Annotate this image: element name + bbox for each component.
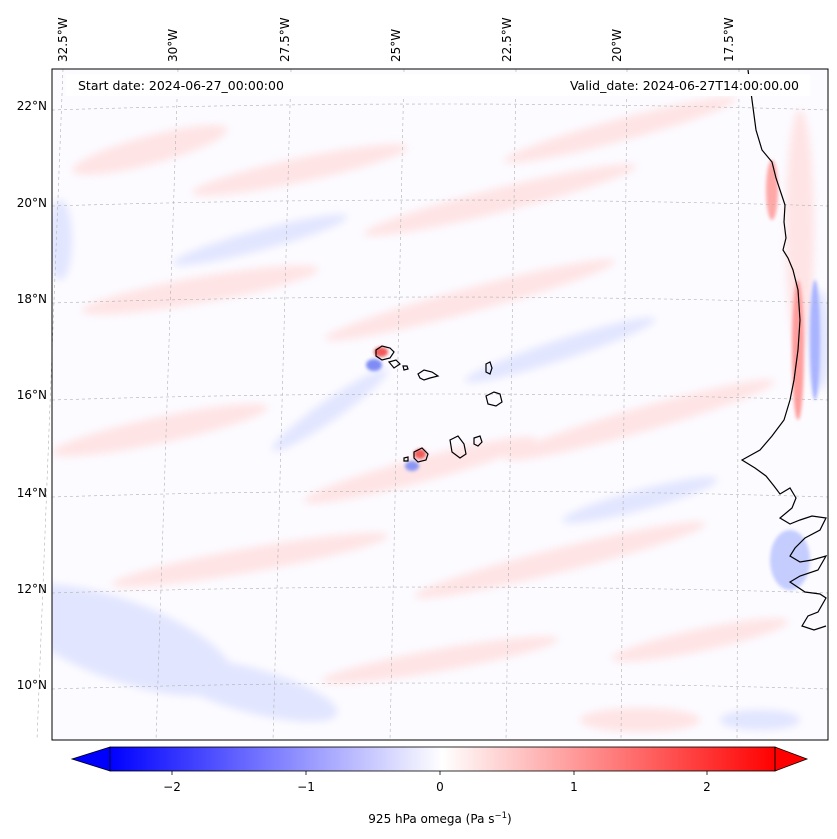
parallel-line bbox=[51, 682, 829, 690]
omega-field bbox=[52, 97, 828, 732]
cape-verde-maio bbox=[473, 435, 483, 447]
coastlines bbox=[375, 69, 828, 631]
negative-omega-bands bbox=[52, 200, 828, 730]
cape-verde-boa-vista bbox=[485, 391, 503, 407]
lon-label-22-5w: 22.5°W bbox=[500, 17, 514, 62]
valid-date-label: Valid_date: 2024-06-27T14:00:00.00 bbox=[570, 78, 799, 93]
colorbar-extend-max bbox=[774, 746, 809, 772]
colorbar: −2 −1 0 1 2 925 hPa omega (Pa s−1) bbox=[70, 746, 809, 826]
header-strip: Start date: 2024-06-27_00:00:00 Valid_da… bbox=[66, 74, 810, 96]
cape-verde-sao-vicente bbox=[387, 359, 401, 369]
africa-coastline bbox=[740, 69, 828, 631]
cape-verde-fogo bbox=[413, 447, 429, 463]
meridian-line bbox=[155, 68, 179, 741]
lat-label-16n: 16°N bbox=[17, 388, 47, 402]
meridian-line bbox=[505, 68, 517, 741]
positive-omega-bands bbox=[52, 97, 814, 732]
cape-verde-santiago bbox=[449, 435, 467, 459]
parallel-line bbox=[51, 490, 829, 498]
start-date-label: Start date: 2024-06-27_00:00:00 bbox=[78, 78, 284, 93]
lon-label-32-5w: 32.5°W bbox=[56, 17, 70, 62]
colorbar-tick-minus-1: −1 bbox=[297, 780, 315, 794]
parallel-line bbox=[51, 393, 829, 401]
longitude-labels: 32.5°W 30°W 27.5°W 25°W 22.5°W 20°W 17.5… bbox=[56, 17, 736, 62]
colorbar-gradient bbox=[110, 747, 775, 771]
cape-verde-sao-nicolau bbox=[417, 369, 440, 381]
lon-label-25w: 25°W bbox=[389, 29, 403, 62]
lon-label-17-5w: 17.5°W bbox=[722, 17, 736, 62]
cape-verde-sal bbox=[485, 361, 493, 375]
lon-label-27-5w: 27.5°W bbox=[278, 17, 292, 62]
map-frame bbox=[51, 68, 829, 741]
lat-label-20n: 20°N bbox=[17, 196, 47, 210]
lon-label-30w: 30°W bbox=[166, 29, 180, 62]
gridlines bbox=[36, 68, 829, 741]
parallel-line bbox=[51, 296, 829, 304]
cape-verde-santa-luzia bbox=[402, 365, 409, 371]
colorbar-tick-minus-2: −2 bbox=[163, 780, 181, 794]
lat-label-22n: 22°N bbox=[17, 99, 47, 113]
meridian-line bbox=[272, 68, 292, 741]
lat-label-18n: 18°N bbox=[17, 292, 47, 306]
colorbar-extend-min bbox=[70, 746, 111, 772]
colorbar-tick-2: 2 bbox=[703, 780, 711, 794]
lon-label-20w: 20°W bbox=[610, 29, 624, 62]
parallel-line bbox=[51, 103, 829, 111]
colorbar-tick-1: 1 bbox=[570, 780, 578, 794]
meridian-line bbox=[389, 68, 405, 741]
meridian-line bbox=[620, 68, 628, 741]
meridian-line bbox=[36, 68, 64, 741]
colorbar-label: 925 hPa omega (Pa s−1) bbox=[368, 811, 511, 826]
lat-label-12n: 12°N bbox=[17, 582, 47, 596]
parallel-line bbox=[51, 586, 829, 594]
latitude-labels: 22°N 20°N 18°N 16°N 14°N 12°N 10°N bbox=[17, 99, 47, 692]
colorbar-tick-0: 0 bbox=[436, 780, 444, 794]
parallel-line bbox=[51, 199, 829, 207]
cape-verde-santo-antao bbox=[375, 345, 395, 361]
map-panel bbox=[36, 68, 829, 741]
meridian-line bbox=[736, 68, 740, 741]
lat-label-10n: 10°N bbox=[17, 678, 47, 692]
cape-verde-brava bbox=[403, 456, 409, 462]
lat-label-14n: 14°N bbox=[17, 486, 47, 500]
